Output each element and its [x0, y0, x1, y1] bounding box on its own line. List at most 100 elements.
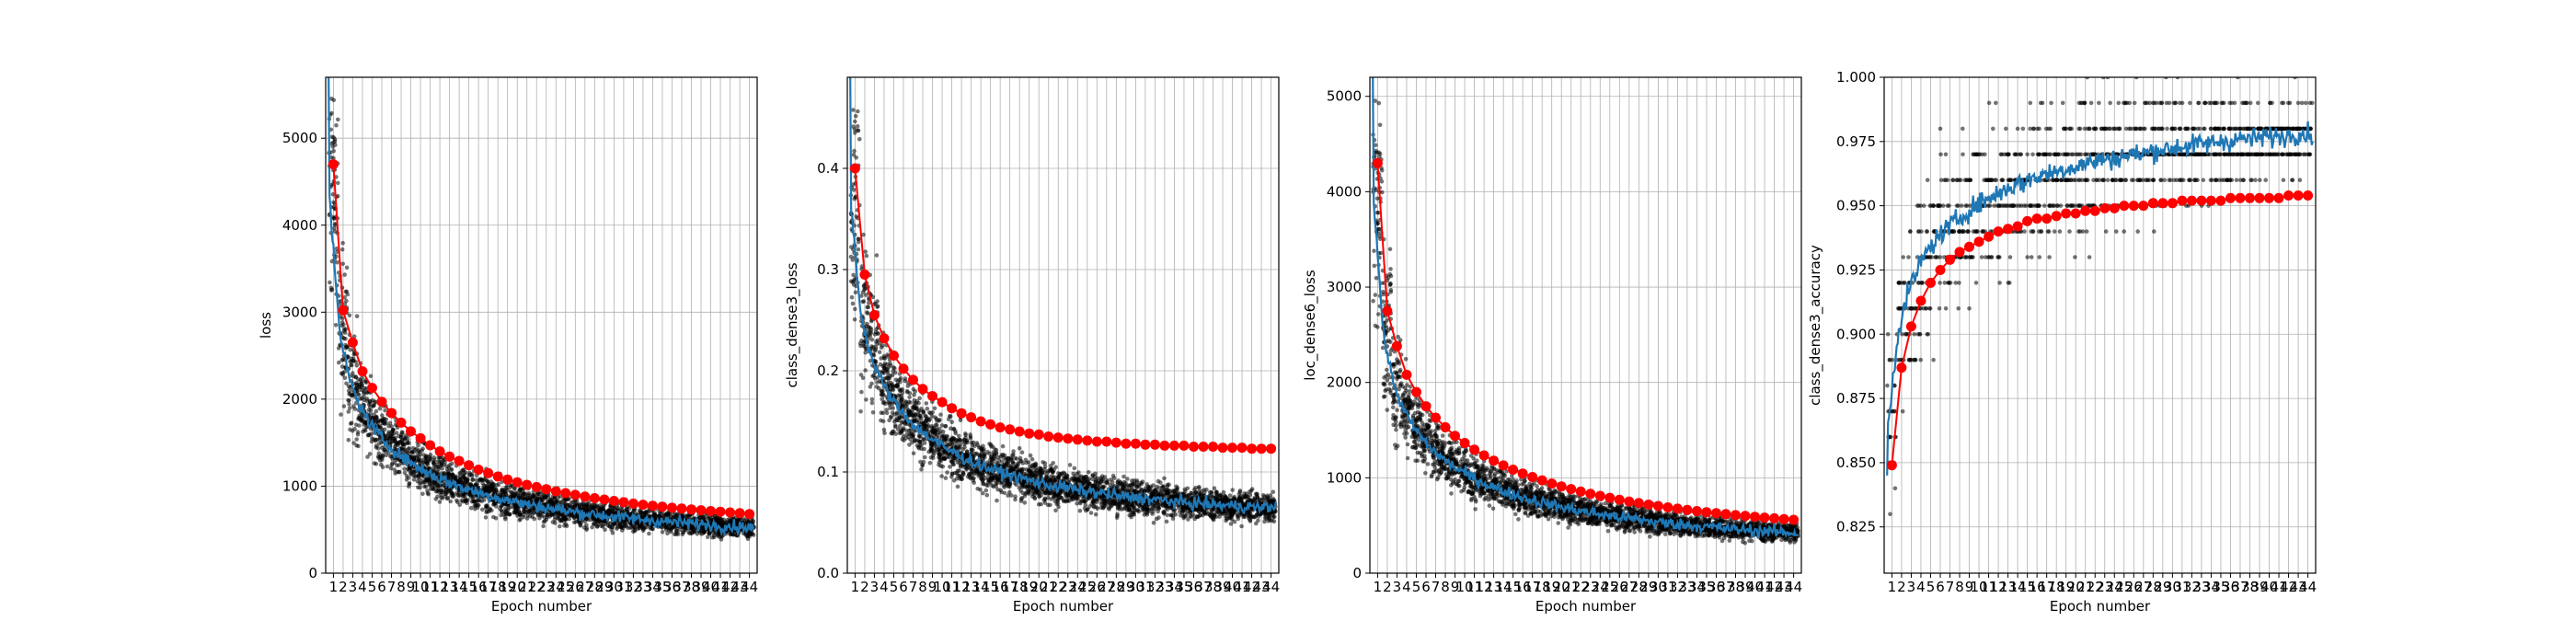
batch-point: [511, 492, 516, 498]
batch-point: [938, 464, 943, 468]
batch-point: [424, 476, 429, 481]
batch-point: [482, 498, 487, 502]
epoch-marker: [627, 498, 638, 509]
batch-point: [444, 464, 449, 469]
batch-point: [954, 471, 960, 476]
batch-point: [384, 420, 389, 426]
batch-point: [368, 374, 374, 379]
batch-point: [1064, 476, 1069, 480]
batch-point: [867, 301, 871, 305]
batch-point: [939, 433, 945, 439]
batch-point: [332, 225, 337, 231]
batch-point: [898, 388, 903, 394]
batch-point: [336, 117, 340, 122]
batch-point: [376, 451, 382, 456]
batch-point: [869, 397, 875, 402]
x-tick-label: 44: [741, 579, 758, 595]
batch-point: [892, 419, 897, 424]
batch-point: [1028, 453, 1033, 458]
batch-point: [852, 317, 857, 322]
batch-point: [523, 496, 528, 501]
batch-point: [395, 469, 400, 475]
epoch-marker: [415, 432, 426, 443]
batch-point: [468, 505, 474, 511]
subplot-2: 1 2 3 4 5 6 7 8 91011121314151617181920212223242…: [784, 76, 1280, 615]
epoch-marker: [725, 507, 736, 518]
batch-point: [569, 500, 574, 505]
batch-point: [855, 124, 860, 129]
epoch-marker: [357, 366, 368, 377]
batch-point: [748, 530, 753, 535]
y-tick-label: 1000: [282, 477, 317, 494]
batch-point: [1004, 457, 1008, 463]
batch-point: [487, 509, 491, 514]
batch-point: [1071, 478, 1076, 483]
batch-point: [330, 192, 336, 197]
batch-point: [888, 387, 893, 392]
batch-point: [1041, 498, 1047, 503]
batch-point: [349, 362, 354, 368]
batch-point: [391, 428, 396, 432]
batch-point: [414, 446, 420, 452]
batch-point: [699, 532, 705, 536]
batch-point: [1015, 464, 1019, 469]
batch-point: [486, 485, 490, 489]
batch-point: [380, 465, 385, 470]
batch-point: [864, 293, 868, 297]
batch-point: [912, 393, 916, 397]
epoch-marker: [454, 455, 465, 466]
batch-point: [893, 423, 898, 428]
batch-point: [544, 495, 548, 500]
batch-point: [420, 473, 425, 478]
batch-point: [853, 119, 857, 124]
batch-point: [429, 487, 433, 491]
batch-point: [860, 375, 866, 381]
batch-point: [856, 247, 861, 252]
batch-point: [911, 451, 916, 456]
x-tick-label: 39: [692, 579, 709, 595]
x-tick-label: 15: [460, 579, 477, 595]
batch-point: [512, 487, 517, 491]
batch-point: [907, 391, 913, 396]
batch-point: [521, 490, 525, 496]
batch-point: [601, 507, 605, 512]
batch-point: [675, 532, 681, 537]
batch-point: [425, 489, 430, 493]
batch-point: [449, 475, 454, 479]
x-tick-label: 9: [407, 579, 416, 595]
x-tick-label: 3: [349, 579, 358, 595]
batch-point: [340, 240, 345, 246]
batch-point: [351, 404, 356, 409]
batch-point: [351, 334, 357, 339]
batch-point: [389, 424, 394, 429]
batch-point: [435, 483, 441, 489]
batch-point: [697, 515, 702, 521]
batch-point: [937, 453, 943, 457]
batch-point: [978, 488, 983, 492]
batch-point: [919, 466, 924, 472]
batch-point: [927, 417, 933, 422]
batch-point: [889, 381, 893, 385]
batch-point: [875, 299, 880, 304]
x-tick-label: 24: [547, 579, 565, 595]
batch-point: [870, 410, 876, 415]
batch-point: [402, 466, 407, 471]
batch-point: [509, 483, 513, 488]
batch-point: [888, 406, 892, 410]
batch-point: [594, 523, 600, 529]
batch-point: [404, 477, 409, 482]
batch-point: [956, 433, 961, 439]
y-tick-label: 3000: [282, 304, 317, 320]
x-tick-label: 31: [615, 579, 632, 595]
batch-point: [848, 254, 854, 259]
batch-point: [854, 155, 858, 160]
batch-point: [897, 377, 903, 382]
batch-point: [402, 437, 407, 443]
batch-point: [989, 443, 994, 449]
batch-point: [985, 483, 990, 489]
batch-point: [640, 528, 646, 534]
batch-point: [958, 442, 962, 447]
batch-point: [405, 437, 410, 442]
batch-point: [958, 477, 962, 481]
